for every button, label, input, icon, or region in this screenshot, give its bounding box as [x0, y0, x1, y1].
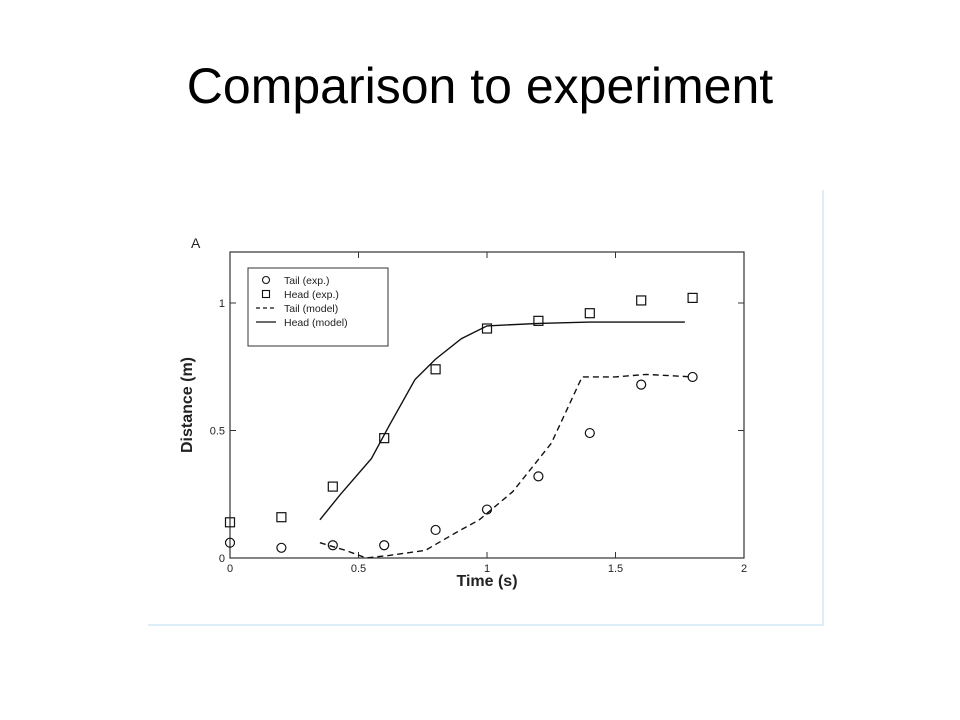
- legend-box: [247, 267, 389, 347]
- y-tick-label: 0: [219, 553, 225, 565]
- legend-label-tail-exp: Tail (exp.): [284, 275, 330, 287]
- slide-title: Comparison to experiment: [186, 58, 774, 114]
- x-tick-label: 0: [227, 563, 233, 575]
- series-line-tail-model: [319, 373, 693, 559]
- point-head-exp: [584, 308, 595, 319]
- x-axis-ticks: 0 0.5 1 1.5 2: [227, 252, 747, 575]
- point-tail-exp: [584, 427, 595, 439]
- series-layer: [224, 292, 698, 559]
- point-tail-exp: [687, 371, 698, 383]
- y-axis-ticks: 00.51: [210, 298, 744, 565]
- y-axis-label: Distance (m): [179, 357, 196, 453]
- x-tick-label: 1.5: [608, 563, 623, 575]
- point-tail-exp: [224, 537, 236, 548]
- y-tick-label: 1: [219, 298, 225, 310]
- x-tick-label: 0.5: [351, 563, 366, 575]
- point-tail-exp: [276, 542, 287, 553]
- point-head-exp: [533, 315, 544, 326]
- point-head-exp: [430, 364, 441, 375]
- point-tail-exp: [636, 379, 647, 390]
- point-head-exp: [276, 512, 287, 523]
- x-tick-label: 2: [741, 563, 747, 575]
- series-line-head-model: [319, 321, 685, 521]
- point-tail-exp: [533, 471, 544, 482]
- legend-label-tail-model: Tail (model): [284, 303, 338, 315]
- point-head-exp: [636, 295, 647, 306]
- figure-frame: A 0 0.5 1 1.5 2 0 0.5 1 Tail (exp.) Head (exp.)…: [148, 190, 824, 626]
- legend: Tail (exp.) Head (exp.) Tail (model) Head (…: [247, 267, 389, 347]
- legend-label-head-exp: Head (exp.): [284, 289, 339, 301]
- x-axis-label: Time (s): [456, 573, 517, 590]
- point-tail-exp: [379, 540, 390, 551]
- x-tick-label: 1: [484, 563, 490, 575]
- legend-symbol-tail-exp: [261, 275, 271, 285]
- point-head-exp: [687, 292, 698, 304]
- legend-label-head-model: Head (model): [284, 317, 348, 329]
- y-tick-label: 0.5: [210, 426, 225, 438]
- chart: A 0 0.5 1 1.5 2 00.51 Tail (exp.)Head (exp.)…: [179, 235, 747, 590]
- panel-label: A: [191, 235, 201, 251]
- point-tail-exp: [430, 524, 441, 536]
- legend-symbol-head-exp: [261, 289, 271, 299]
- point-tail-exp: [327, 540, 338, 551]
- point-head-exp: [224, 517, 236, 528]
- point-head-exp: [327, 481, 338, 492]
